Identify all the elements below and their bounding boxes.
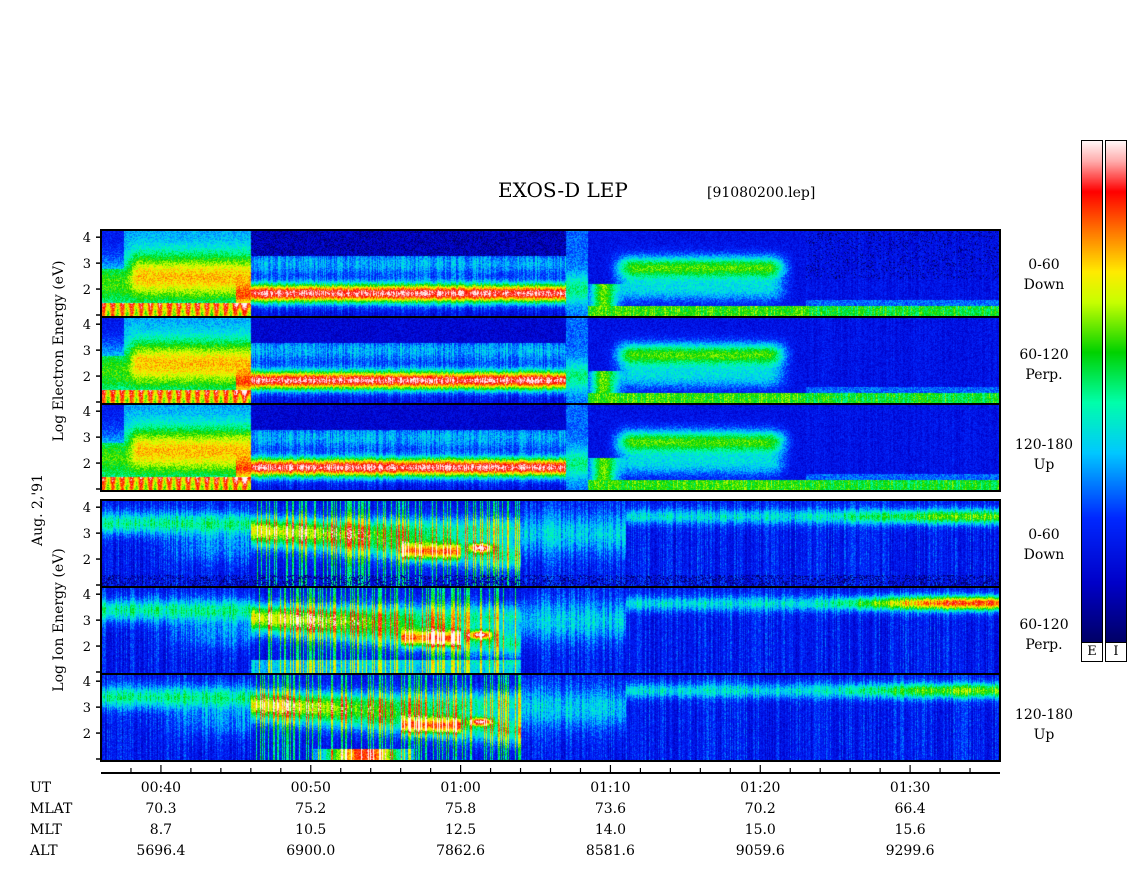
ytick-label-p1-3: 3 [83, 344, 91, 359]
ytick-label-p1-4: 4 [83, 318, 91, 333]
spectrogram-electron-down [101, 230, 1000, 317]
footer-mlat-1: 75.2 [295, 801, 327, 817]
ytick-label-p4-3: 3 [83, 614, 91, 629]
footer-mlat-2: 75.8 [445, 801, 477, 817]
footer-alt-0: 5696.4 [136, 843, 186, 859]
footer-ut-1: 00:50 [290, 780, 331, 796]
ion-group-frame [100, 499, 1001, 762]
ytick-label-p4-4: 4 [83, 588, 91, 603]
mode-label-e-down: 0-60 Down [1023, 257, 1065, 293]
footer-ut-2: 01:00 [440, 780, 481, 796]
footer-ut-0: 00:40 [140, 780, 182, 796]
spectrogram-ion-down [101, 500, 1000, 587]
footer-alt-2: 7862.6 [436, 843, 486, 859]
ytick-label-p5-4: 4 [83, 675, 91, 690]
footer-mlat-3: 73.6 [594, 801, 626, 817]
spectrogram-electron-up [101, 404, 1000, 491]
colorbar-ion [1105, 140, 1127, 644]
ytick-label-p1-2: 2 [83, 370, 91, 385]
mode-label-e-perp: 60-120 Perp. [1019, 347, 1069, 383]
ytick-label-p3-4: 4 [83, 501, 91, 516]
mode-label-e-up: 120-180 Up [1014, 437, 1074, 473]
footer-ut-5: 01:30 [889, 780, 931, 796]
footer-alt-1: 6900.0 [286, 843, 336, 859]
mode-label-i-perp: 60-120 Perp. [1019, 617, 1069, 653]
footer-mlat-4: 70.2 [744, 801, 776, 817]
ytick-label-p2-4: 4 [83, 405, 91, 420]
spectrogram-ion-perp [101, 587, 1000, 674]
footer-mlt-4: 15.0 [744, 822, 776, 838]
file-name: [91080200.lep] [707, 185, 816, 201]
footer-mlt-3: 14.0 [594, 822, 626, 838]
footer-alt-5: 9299.6 [885, 843, 935, 859]
mode-label-i-up: 120-180 Up [1014, 707, 1074, 743]
footer-alt-3: 8581.6 [585, 843, 635, 859]
ytick-label-p3-2: 2 [83, 553, 91, 568]
colorbar-label-e: E [1081, 642, 1103, 662]
footer-mlt-2: 12.5 [445, 822, 477, 838]
colorbar-label-i: I [1105, 642, 1127, 662]
footer-mlat-0: 70.3 [145, 801, 177, 817]
footer-row-label-mlt: MLT [30, 822, 62, 838]
ytick-label-p0-3: 3 [83, 257, 91, 272]
spectrogram-ion-up [101, 674, 1000, 761]
footer-mlat-5: 66.4 [894, 801, 926, 817]
footer-mlt-0: 8.7 [149, 822, 173, 838]
ytick-label-p0-4: 4 [83, 231, 91, 246]
footer-row-label-alt: ALT [30, 843, 58, 859]
footer-mlt-5: 15.6 [894, 822, 926, 838]
footer-mlt-1: 10.5 [295, 822, 327, 838]
ytick-label-p3-3: 3 [83, 527, 91, 542]
spectrogram-electron-perp [101, 317, 1000, 404]
ytick-label-p2-2: 2 [83, 457, 91, 472]
electron-group-frame [100, 229, 1001, 492]
chart-title: EXOS-D LEP [498, 178, 628, 202]
colorbar-electron [1081, 140, 1103, 644]
ytick-label-p4-2: 2 [83, 640, 91, 655]
ytick-label-p5-3: 3 [83, 701, 91, 716]
ytick-label-p0-2: 2 [83, 283, 91, 298]
footer-ut-4: 01:20 [740, 780, 781, 796]
footer-alt-4: 9059.6 [735, 843, 785, 859]
ytick-label-p5-2: 2 [83, 727, 91, 742]
ytick-label-p2-3: 3 [83, 431, 91, 446]
mode-label-i-down: 0-60 Down [1023, 527, 1065, 563]
footer-row-label-ut: UT [30, 780, 52, 796]
footer-ut-3: 01:10 [590, 780, 631, 796]
footer-row-label-mlat: MLAT [30, 801, 73, 817]
